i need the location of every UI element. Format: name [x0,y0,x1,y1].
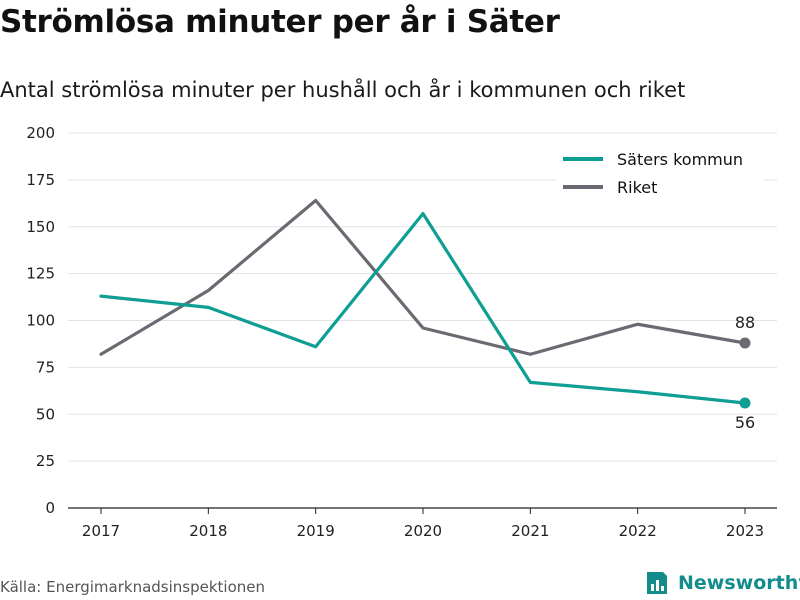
legend-background [556,144,764,204]
newsworthy-logo-icon [647,572,667,594]
x-tick-label: 2020 [404,522,442,540]
chart-subtitle: Antal strömlösa minuter per hushåll och … [0,78,686,102]
y-tick-label: 100 [26,312,55,330]
brand: Newsworthy [644,570,800,596]
y-tick-label: 25 [36,452,55,470]
y-tick-label: 125 [26,265,55,283]
legend-label: Riket [617,178,657,197]
y-axis-ticks: 0 25 50 75 100 125 150 175 200 [26,124,55,517]
series-lines [99,198,747,405]
x-tick-label: 2023 [726,522,764,540]
end-point-marker [739,397,751,409]
y-tick-label: 50 [36,405,55,423]
y-tick-label: 75 [36,358,55,376]
brand-name: Newsworthy [678,572,800,594]
y-tick-label: 175 [26,171,55,189]
chart-title: Strömlösa minuter per år i Säter [0,4,560,40]
legend: Säters kommun Riket [556,144,764,204]
x-tick-label: 2019 [297,522,335,540]
end-markers: 56 88 [735,313,755,432]
x-tick-label: 2021 [511,522,549,540]
x-axis: 2017 2018 2019 2020 2021 2022 2023 [68,507,777,540]
x-tick-label: 2018 [189,522,227,540]
series-line [99,212,747,405]
y-tick-label: 200 [26,124,55,142]
y-tick-label: 150 [26,218,55,236]
end-value-label: 56 [735,413,755,432]
y-tick-label: 0 [45,499,55,517]
legend-label: Säters kommun [617,150,743,169]
end-point-marker [739,337,751,349]
end-value-label: 88 [735,313,755,332]
x-tick-label: 2022 [619,522,657,540]
source-note: Källa: Energimarknadsinspektionen [0,578,266,596]
x-tick-label: 2017 [82,522,120,540]
series-line [99,198,747,356]
